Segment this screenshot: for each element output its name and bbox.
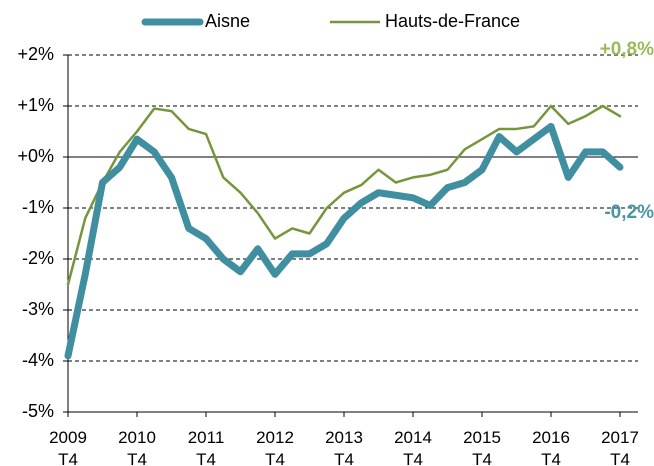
- x-tick-label: 2014 T4: [394, 428, 432, 466]
- x-tick-label: 2013 T4: [325, 428, 363, 466]
- line-series: [66, 104, 622, 286]
- value-label: -0,2%: [604, 202, 654, 223]
- x-tick-label: 2009 T4: [49, 428, 87, 466]
- x-tick-label: 2012 T4: [256, 428, 294, 466]
- legend-label: Hauts-de-France: [385, 11, 520, 31]
- x-tick-label: 2011 T4: [187, 428, 225, 466]
- x-tick-label: 2016 T4: [532, 428, 570, 466]
- y-tick-label: -2%: [22, 248, 54, 268]
- line-series: [64, 122, 624, 360]
- y-tick-label: +2%: [17, 44, 54, 64]
- y-tick-label: -1%: [22, 197, 54, 217]
- x-tick-label: 2017 T4: [601, 428, 639, 466]
- x-tick-label: 2015 T4: [463, 428, 501, 466]
- legend-label: Aisne: [205, 11, 250, 31]
- x-tick-label: 2010 T4: [118, 428, 156, 466]
- value-label: +0,8%: [600, 39, 654, 60]
- y-tick-label: -5%: [22, 401, 54, 421]
- y-tick-label: +0%: [17, 146, 54, 166]
- y-tick-label: -3%: [22, 299, 54, 319]
- y-tick-label: -4%: [22, 350, 54, 370]
- y-tick-label: +1%: [17, 95, 54, 115]
